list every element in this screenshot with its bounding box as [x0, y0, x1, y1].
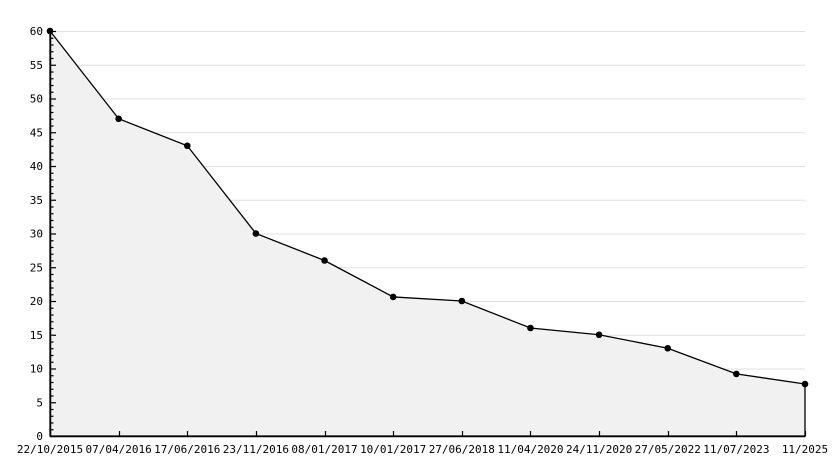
- data-point: [733, 370, 740, 378]
- data-point: [252, 230, 260, 237]
- data-point: [183, 142, 191, 150]
- y-tick-label: 30: [30, 228, 43, 241]
- y-tick-label: 20: [30, 295, 43, 308]
- data-point: [389, 293, 397, 301]
- data-point: [664, 344, 672, 352]
- x-tick-label: 22/10/2015: [17, 443, 83, 456]
- data-point: [46, 27, 54, 35]
- y-tick-label: 25: [30, 261, 43, 274]
- x-tick-label: 08/01/2017: [291, 443, 357, 456]
- y-tick-label: 40: [30, 160, 43, 173]
- x-tick-label: 27/06/2018: [429, 443, 495, 456]
- y-tick-label: 50: [30, 93, 43, 106]
- y-tick-label: 5: [36, 396, 43, 409]
- y-tick-label: 55: [30, 59, 43, 72]
- data-point: [321, 257, 328, 264]
- x-tick-label: 17/06/2016: [154, 443, 220, 456]
- y-tick-label: 45: [30, 126, 43, 139]
- y-tick-label: 0: [36, 430, 43, 443]
- x-tick-label: 23/11/2016: [223, 443, 289, 456]
- data-point: [595, 331, 603, 339]
- x-tick-label: 11/2025: [782, 443, 828, 456]
- data-point: [527, 324, 534, 332]
- y-tick-label: 60: [30, 25, 43, 38]
- x-tick-label: 11/07/2023: [703, 443, 769, 456]
- data-point: [801, 380, 809, 388]
- x-tick-label: 07/04/2016: [86, 443, 152, 456]
- data-point: [115, 115, 122, 123]
- x-tick-label: 27/05/2022: [635, 443, 701, 456]
- x-tick-label: 11/04/2020: [497, 443, 563, 456]
- x-tick-label: 24/11/2020: [566, 443, 632, 456]
- y-tick-label: 35: [30, 194, 43, 207]
- y-tick-label: 15: [30, 329, 43, 342]
- x-tick-label: 10/01/2017: [360, 443, 426, 456]
- data-point: [458, 297, 466, 305]
- y-tick-label: 10: [30, 363, 43, 376]
